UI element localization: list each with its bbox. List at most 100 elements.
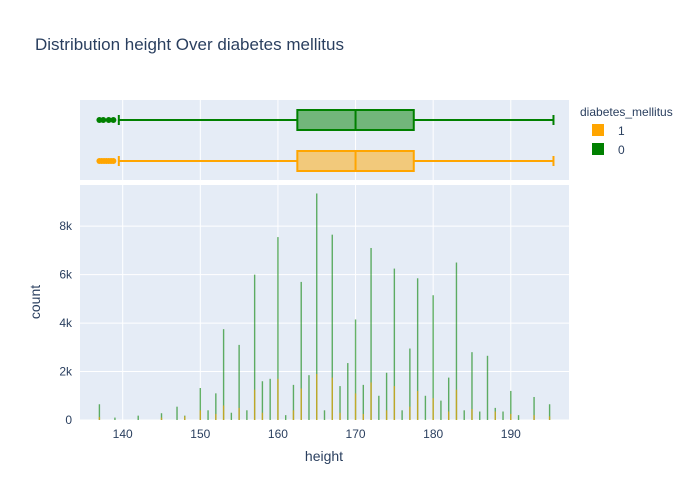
histogram-bar-series-0 [284,415,287,420]
histogram-bar-series-0 [199,388,202,420]
histogram-bar-series-0 [409,348,411,420]
x-tick-label: 180 [423,427,443,441]
x-tick-label: 170 [346,427,366,441]
histogram-bar-series-0 [401,410,403,420]
y-axis-title: count [27,285,43,319]
box-outlier-0 [105,117,112,123]
histogram-bar-series-1 [409,406,411,420]
x-tick-label: 140 [113,427,133,441]
histogram-bar-series-0 [548,404,551,420]
histogram-bar-series-0 [486,355,489,420]
histogram-bar-series-1 [300,388,302,420]
histogram-bar-series-1 [548,416,551,420]
histogram-bar-series-0 [455,262,458,420]
histogram-bar-series-1 [362,413,365,420]
histogram-bar-series-0 [98,404,101,420]
histogram-bar-series-0 [269,378,271,420]
histogram-bar-series-0 [176,406,178,420]
histogram-bar-series-0 [316,193,318,420]
legend: diabetes_mellitus 1 0 [580,105,673,157]
y-tick-label: 2k [59,365,73,379]
legend-swatch-0 [592,143,604,155]
histogram-bar-series-0 [347,363,349,420]
histogram-bar-series-0 [432,295,434,420]
legend-item-1[interactable]: 1 [592,124,625,138]
histogram-bar-series-0 [253,274,256,420]
histogram-bar-series-1 [393,386,396,420]
histogram-bar-series-0 [510,390,512,420]
legend-swatch-1 [592,124,604,136]
histogram-plot-area [80,185,569,420]
legend-item-0[interactable]: 0 [592,143,625,157]
histogram-bar-series-0 [230,412,233,420]
histogram-bar-series-1 [316,373,318,420]
histogram-bar-series-0 [215,393,217,420]
histogram-bar-series-0 [277,237,279,420]
histogram-bar-series-0 [463,410,465,420]
histogram-bar-series-0 [354,319,357,420]
histogram-bar-series-0 [339,386,341,420]
box-outlier-1 [110,158,117,164]
histogram-bar-series-1 [98,417,101,420]
histogram-bar-series-0 [246,410,248,420]
histogram-bar-series-1 [238,407,240,420]
box-outlier-0 [100,117,107,123]
x-tick-label: 150 [190,427,210,441]
histogram-bar-series-0 [323,410,326,420]
histogram-bar-series-0 [440,400,442,420]
x-tick-label: 160 [268,427,288,441]
histogram-bar-series-1 [199,410,202,420]
histogram-bar-series-0 [533,396,535,420]
histogram-bar-series-0 [479,411,481,420]
histogram-bar-series-1 [510,413,512,420]
y-tick-label: 0 [65,413,72,427]
y-tick-label: 8k [59,219,73,233]
legend-title: diabetes_mellitus [580,105,673,119]
histogram-bar-series-1 [160,417,163,420]
x-tick-label: 190 [501,427,521,441]
histogram-bar-series-0 [300,281,302,420]
histogram-bar-series-0 [292,384,295,420]
histogram-bar-series-1 [339,412,341,420]
histogram-bar-series-0 [137,415,139,420]
histogram-bar-series-0 [261,381,264,420]
chart-title: Distribution height Over diabetes mellit… [35,35,344,54]
histogram-bar-series-1 [184,416,186,420]
x-axis-ticks: 140 150 160 170 180 190 [113,427,521,441]
histogram-bar-series-0 [502,411,504,420]
histogram-bar-series-0 [331,234,333,420]
histogram-bar-series-0 [424,395,427,420]
histogram-bar-series-1 [261,412,264,420]
histogram-bar-series-1 [354,393,357,420]
histogram-bar-series-0 [222,329,225,420]
histogram-bar-series-1 [385,410,388,420]
y-tick-label: 4k [59,316,73,330]
legend-label-1: 1 [618,124,625,138]
histogram-bar-series-0 [517,415,520,420]
histogram-bar-series-0 [447,377,450,420]
histogram-bar-series-0 [416,278,419,420]
histogram-bar-series-0 [238,344,240,420]
histogram-bar-series-1 [370,382,372,420]
legend-label-0: 0 [618,143,625,157]
histogram-bars [98,193,551,420]
histogram-bar-series-0 [362,384,365,420]
histogram-bar-series-1 [331,377,333,420]
histogram-bar-series-0 [385,372,388,420]
histogram-bar-series-0 [378,395,380,420]
histogram-bar-series-1 [215,413,217,420]
histogram-bar-series-1 [432,398,434,420]
histogram-bar-series-0 [471,352,473,420]
histogram-bar-series-1 [253,389,256,420]
histogram-bar-series-1 [447,411,450,420]
x-axis-title: height [305,448,343,464]
histogram-bar-series-0 [393,268,396,420]
y-axis-ticks: 0 2k 4k 6k 8k [59,219,73,427]
histogram-bar-series-1 [455,389,458,420]
y-tick-label: 6k [59,268,73,282]
histogram-bar-series-0 [370,247,372,420]
histogram-bar-series-1 [471,409,473,420]
histogram-bar-series-1 [222,405,225,420]
box-outlier-0 [110,117,117,123]
